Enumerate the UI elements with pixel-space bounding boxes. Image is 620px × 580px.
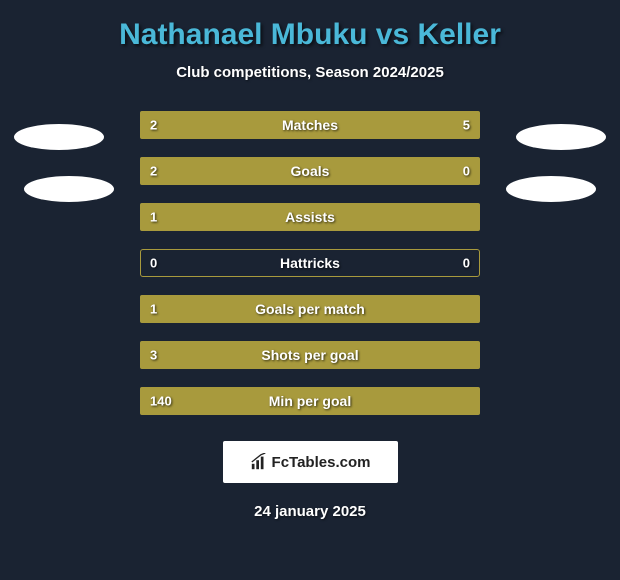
logo-text: FcTables.com <box>272 454 371 471</box>
logo-box[interactable]: FcTables.com <box>223 441 398 483</box>
stat-bar-matches: 2Matches5 <box>140 111 480 139</box>
date-label: 24 january 2025 <box>0 503 620 520</box>
stat-label: Assists <box>140 209 480 225</box>
stat-value-right: 5 <box>463 118 470 133</box>
stat-bar-goals-per-match: 1Goals per match <box>140 295 480 323</box>
stat-bar-shots-per-goal: 3Shots per goal <box>140 341 480 369</box>
player-left-badge-2 <box>24 176 114 202</box>
subtitle: Club competitions, Season 2024/2025 <box>0 64 620 81</box>
stat-bar-assists: 1Assists <box>140 203 480 231</box>
stat-bar-min-per-goal: 140Min per goal <box>140 387 480 415</box>
chart-icon <box>250 453 268 471</box>
stat-value-right: 0 <box>463 256 470 271</box>
stats-comparison-card: Nathanael Mbuku vs Keller Club competiti… <box>0 0 620 580</box>
player-right-badge-1 <box>516 124 606 150</box>
stat-label: Min per goal <box>140 393 480 409</box>
stat-bar-goals: 2Goals0 <box>140 157 480 185</box>
stat-label: Goals <box>140 163 480 179</box>
player-left-badge-1 <box>14 124 104 150</box>
stat-label: Shots per goal <box>140 347 480 363</box>
stat-label: Matches <box>140 117 480 133</box>
stat-label: Hattricks <box>140 255 480 271</box>
stat-bar-hattricks: 0Hattricks0 <box>140 249 480 277</box>
player-right-badge-2 <box>506 176 596 202</box>
page-title: Nathanael Mbuku vs Keller <box>0 18 620 52</box>
stat-value-right: 0 <box>463 164 470 179</box>
stat-label: Goals per match <box>140 301 480 317</box>
stat-bars-container: 2Matches52Goals01Assists0Hattricks01Goal… <box>0 111 620 415</box>
